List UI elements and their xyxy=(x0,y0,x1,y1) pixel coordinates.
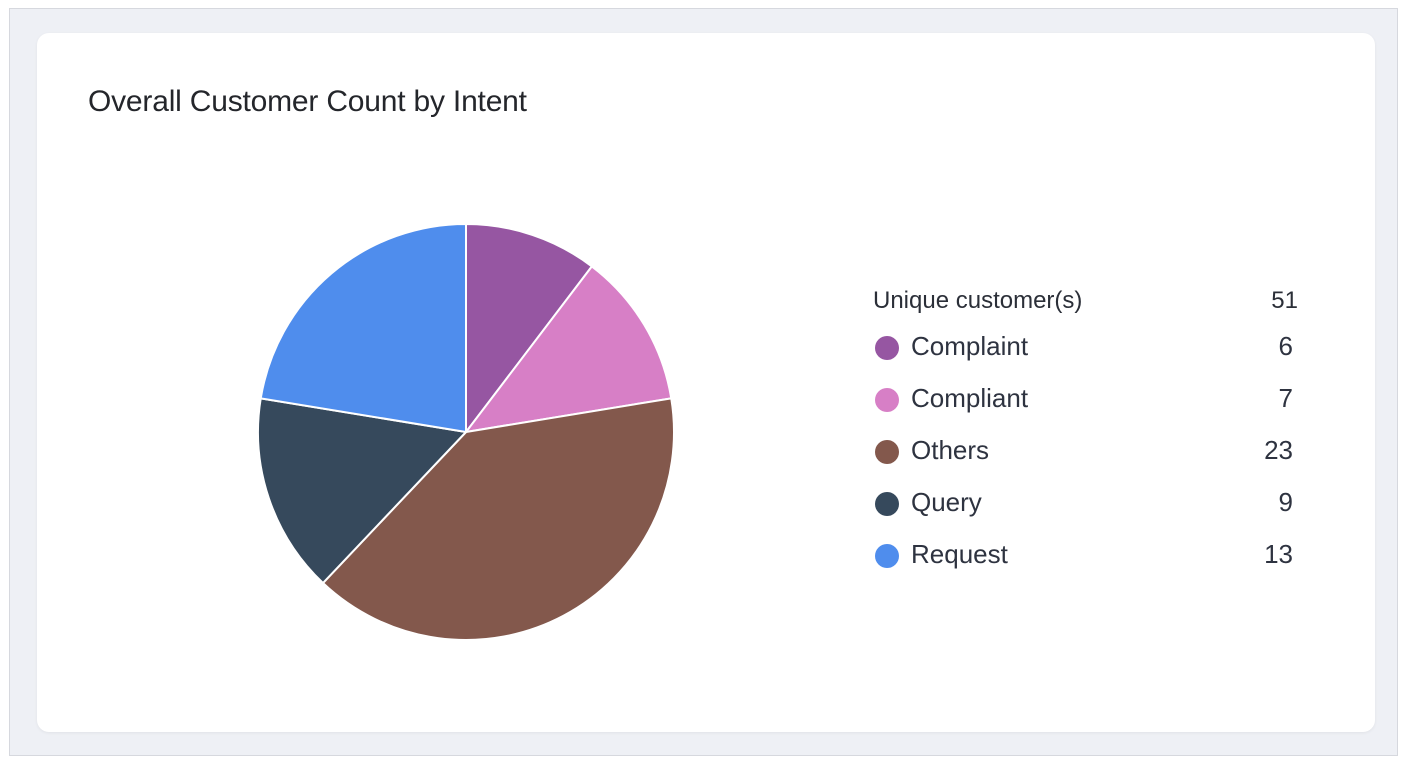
legend-item-count: 7 xyxy=(1278,383,1293,413)
legend-item-others[interactable]: Others 23 xyxy=(873,427,1298,479)
legend-item-compliant[interactable]: Compliant 7 xyxy=(873,375,1298,427)
legend-item-label: Compliant xyxy=(911,383,1029,413)
chart-card: Overall Customer Count by Intent Unique … xyxy=(37,33,1375,732)
chart-legend: Unique customer(s) 51 Complaint 6 Complian… xyxy=(873,283,1298,583)
legend-item-label: Complaint xyxy=(911,331,1029,361)
legend-item-count: 6 xyxy=(1278,331,1293,361)
pie-slice-others[interactable] xyxy=(321,397,675,641)
legend-items: Complaint 6 Compliant 7 Others 23 Query 9 Reques… xyxy=(873,323,1298,583)
legend-total-label: Unique customer(s) xyxy=(873,287,1083,314)
legend-total-value: 51 xyxy=(1271,287,1298,314)
pie-slice-request[interactable] xyxy=(259,223,467,433)
pie-slice-query[interactable] xyxy=(257,397,467,585)
legend-item-label: Request xyxy=(911,539,1008,569)
legend-item-count: 23 xyxy=(1264,435,1293,465)
legend-dot-icon xyxy=(875,388,899,412)
legend-item-count: 9 xyxy=(1278,487,1293,517)
legend-item-query[interactable]: Query 9 xyxy=(873,479,1298,531)
legend-dot-icon xyxy=(875,336,899,360)
legend-item-complaint[interactable]: Complaint 6 xyxy=(873,323,1298,375)
legend-item-label: Others xyxy=(911,435,990,465)
legend-item-count: 13 xyxy=(1264,539,1293,569)
legend-dot-icon xyxy=(875,440,899,464)
chart-title: Overall Customer Count by Intent xyxy=(88,85,527,118)
legend-header: Unique customer(s) 51 xyxy=(873,283,1298,323)
pie-slice-compliant[interactable] xyxy=(465,265,673,433)
legend-item-request[interactable]: Request 13 xyxy=(873,531,1298,583)
legend-dot-icon xyxy=(875,544,899,568)
pie-slice-complaint[interactable] xyxy=(465,223,593,433)
pie-chart xyxy=(257,223,675,641)
legend-dot-icon xyxy=(875,492,899,516)
legend-item-label: Query xyxy=(911,487,982,517)
pie-chart-area xyxy=(37,33,1375,732)
